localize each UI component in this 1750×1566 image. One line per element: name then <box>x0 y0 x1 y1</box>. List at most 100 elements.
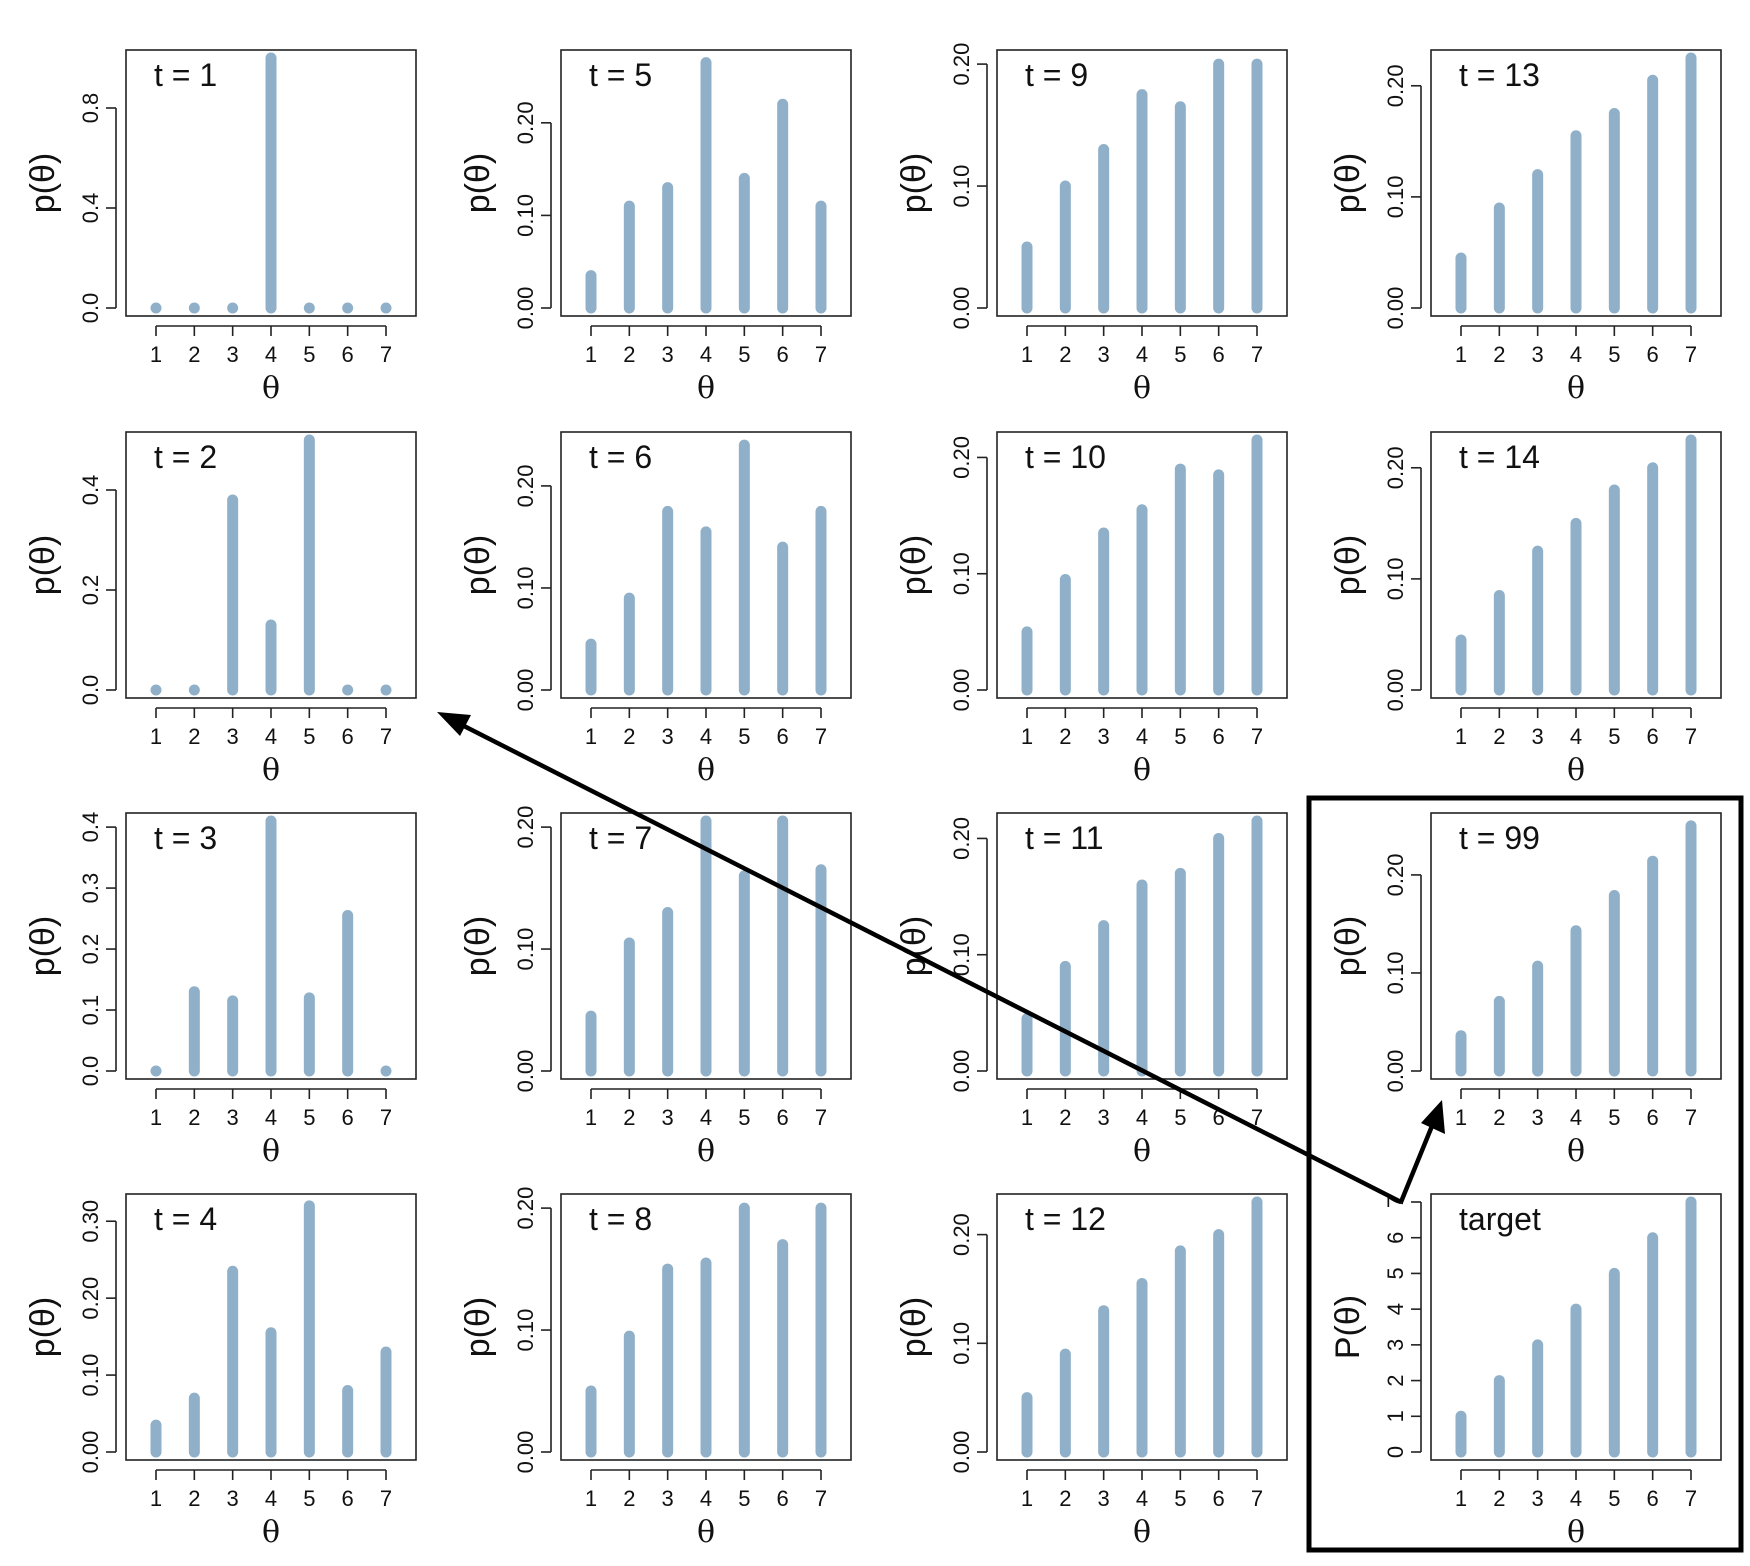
x-tick-label: 4 <box>1570 1105 1582 1130</box>
x-tick-label: 6 <box>1647 1105 1659 1130</box>
x-tick-label: 3 <box>227 1486 239 1511</box>
x-tick-label: 5 <box>738 342 750 367</box>
y-tick-label: 0.00 <box>513 1050 538 1093</box>
x-tick-label: 2 <box>188 1486 200 1511</box>
panel-2: t = 2 1 2 3 4 5 6 7 θ 0.0 0.2 0.4 p(θ) <box>24 431 417 788</box>
x-tick-label: 5 <box>1608 342 1620 367</box>
y-axis-label: p(θ) <box>895 153 933 213</box>
y-tick-label: 0.20 <box>513 1187 538 1230</box>
plot-frame <box>125 49 417 317</box>
y-tick-label: 0.00 <box>949 669 974 712</box>
y-tick-label: 0.00 <box>1383 287 1408 330</box>
y-axis-label: p(θ) <box>24 153 62 213</box>
y-tick-label: 0.10 <box>1383 557 1408 600</box>
arrow-target-to-t99-head <box>1421 1100 1445 1134</box>
y-tick-label: 0.10 <box>513 928 538 971</box>
panel-7: t = 7 1 2 3 4 5 6 7 θ 0.00 0.10 0.20 p(θ) <box>459 806 852 1169</box>
x-tick-label: 1 <box>585 342 597 367</box>
y-tick-label: 0.20 <box>513 101 538 144</box>
y-tick-label: 0.30 <box>78 1200 103 1243</box>
y-tick-label: 0.20 <box>949 436 974 479</box>
y-tick-label: 0.20 <box>1383 446 1408 489</box>
plot-frame <box>1430 1193 1722 1461</box>
x-tick-label: 5 <box>738 724 750 749</box>
y-tick-label: 0.10 <box>949 165 974 208</box>
x-axis-label: θ <box>262 1134 280 1169</box>
x-tick-label: 7 <box>1685 1105 1697 1130</box>
panel-1: t = 1 1 2 3 4 5 6 7 θ 0.0 0.4 0.8 p(θ) <box>24 49 417 406</box>
y-tick-label: 0.2 <box>78 934 103 965</box>
panel-14: t = 14 1 2 3 4 5 6 7 θ 0.00 0.10 0.20 p(θ) <box>1329 431 1722 788</box>
x-tick-label: 2 <box>1059 1105 1071 1130</box>
x-tick-label: 5 <box>303 342 315 367</box>
y-tick-label: 0.10 <box>1383 175 1408 218</box>
x-tick-label: 1 <box>150 1486 162 1511</box>
x-tick-label: 7 <box>1251 1105 1263 1130</box>
x-tick-label: 5 <box>1174 1105 1186 1130</box>
y-tick-label: 0.20 <box>1383 64 1408 107</box>
panel-3: t = 3 1 2 3 4 5 6 7 θ 0.0 0.1 0.2 0.3 0.4 p(θ) <box>24 812 417 1169</box>
x-tick-label: 5 <box>1608 1105 1620 1130</box>
x-tick-label: 7 <box>815 342 827 367</box>
panels-layer: t = 11 2 3 4 5 6 7θ0.00.40.8p(θ)t = 21 2 3 4 5 6 7θ0… <box>24 43 1722 1550</box>
y-tick-label: 0.00 <box>78 1431 103 1474</box>
x-tick-label: 3 <box>662 342 674 367</box>
x-tick-label: 1 <box>150 724 162 749</box>
x-tick-label: 7 <box>380 1105 392 1130</box>
panel-title: target <box>1459 1201 1541 1237</box>
x-tick-label: 2 <box>623 342 635 367</box>
x-axis-label: θ <box>1567 1134 1585 1169</box>
x-tick-label: 3 <box>662 1105 674 1130</box>
x-tick-label: 6 <box>342 1486 354 1511</box>
y-tick-label: 0.1 <box>78 995 103 1026</box>
plot-frame <box>996 812 1288 1080</box>
panel-6: t = 6 1 2 3 4 5 6 7 θ 0.00 0.10 0.20 p(θ) <box>459 431 852 788</box>
panel-title: t = 3 <box>154 820 217 856</box>
x-tick-label: 6 <box>777 342 789 367</box>
y-tick-label: 3 <box>1383 1339 1408 1351</box>
panel-11: t = 111 2 3 4 5 6 7θ0.000.100.20p(θ) <box>895 812 1288 1169</box>
x-tick-label: 3 <box>1098 724 1110 749</box>
x-tick-label: 1 <box>1021 1486 1033 1511</box>
x-axis-label: θ <box>262 371 280 406</box>
x-tick-label: 6 <box>342 724 354 749</box>
x-tick-label: 4 <box>1136 1105 1148 1130</box>
x-tick-label: 2 <box>1059 342 1071 367</box>
x-axis-label: θ <box>697 1515 715 1550</box>
x-tick-label: 3 <box>227 1105 239 1130</box>
y-tick-label: 0.2 <box>78 575 103 606</box>
x-tick-label: 3 <box>1532 1105 1544 1130</box>
x-tick-label: 4 <box>1136 724 1148 749</box>
x-tick-label: 4 <box>1570 342 1582 367</box>
y-tick-label: 0 <box>1383 1446 1408 1458</box>
panel-5: t = 5 1 2 3 4 5 6 7 θ 0.00 0.10 0.20 p(θ) <box>459 49 852 406</box>
x-axis-label: θ <box>697 1134 715 1169</box>
y-axis-label: p(θ) <box>24 1297 62 1357</box>
panel-13: t = 13 1 2 3 4 5 6 7 θ 0.00 0.10 0.20 p(θ) <box>1329 49 1722 406</box>
y-tick-label: 0.3 <box>78 873 103 904</box>
y-tick-label: 0.00 <box>513 669 538 712</box>
x-axis-label: θ <box>1133 1134 1151 1169</box>
x-tick-label: 2 <box>623 1105 635 1130</box>
panel-title: t = 8 <box>589 1201 652 1237</box>
x-tick-label: 4 <box>1136 1486 1148 1511</box>
target-highlight-box <box>1306 795 1744 1553</box>
x-tick-label: 1 <box>585 1105 597 1130</box>
x-tick-label: 6 <box>1647 724 1659 749</box>
plot-frame <box>125 1193 417 1461</box>
x-tick-label: 7 <box>380 342 392 367</box>
y-tick-label: 0.10 <box>513 1309 538 1352</box>
y-tick-label: 0.10 <box>949 933 974 976</box>
panel-title: t = 7 <box>589 820 652 856</box>
x-axis-label: θ <box>1133 1515 1151 1550</box>
x-tick-label: 7 <box>1251 342 1263 367</box>
x-tick-label: 3 <box>662 724 674 749</box>
y-tick-label: 0.10 <box>513 194 538 237</box>
y-axis-label: p(θ) <box>459 916 497 976</box>
x-tick-label: 3 <box>1098 1486 1110 1511</box>
panel-title: t = 12 <box>1025 1201 1106 1237</box>
x-tick-label: 6 <box>777 1486 789 1511</box>
y-tick-label: 0.20 <box>78 1277 103 1320</box>
x-tick-label: 1 <box>150 342 162 367</box>
x-tick-label: 6 <box>1647 342 1659 367</box>
